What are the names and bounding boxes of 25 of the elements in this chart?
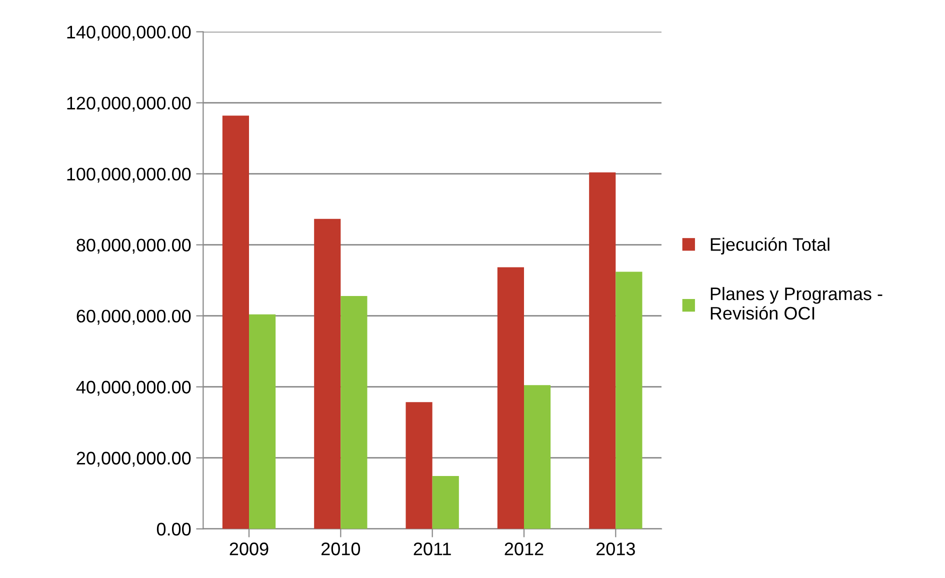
bar <box>497 267 524 529</box>
legend-label: Ejecución Total <box>710 237 830 254</box>
bar <box>432 476 459 529</box>
bar <box>340 296 368 529</box>
legend-label: Planes y Programas - Revisión OCI <box>710 286 882 320</box>
bar <box>616 272 642 529</box>
y-tick-label: 120,000,000.00 <box>67 96 191 112</box>
bar <box>314 218 341 529</box>
y-tick-label: 0.00 <box>156 522 191 536</box>
bar <box>406 402 432 529</box>
y-tick-label: 100,000,000.00 <box>67 168 191 183</box>
x-tick-label: 2013 <box>596 542 635 556</box>
x-tick-label: 2009 <box>230 542 268 556</box>
x-tick-label: 2012 <box>504 542 544 556</box>
y-tick-label: 80,000,000.00 <box>76 238 191 254</box>
bar <box>589 172 616 529</box>
x-tick-label: 2010 <box>322 542 360 556</box>
y-tick-label: 60,000,000.00 <box>76 310 191 325</box>
y-tick-label: 140,000,000.00 <box>67 26 191 41</box>
x-tick-label: 2011 <box>414 542 451 556</box>
y-tick-label: 40,000,000.00 <box>76 380 191 396</box>
bar <box>249 314 276 529</box>
y-tick-label: 20,000,000.00 <box>76 452 191 467</box>
bar <box>222 116 250 529</box>
bar <box>524 385 551 529</box>
